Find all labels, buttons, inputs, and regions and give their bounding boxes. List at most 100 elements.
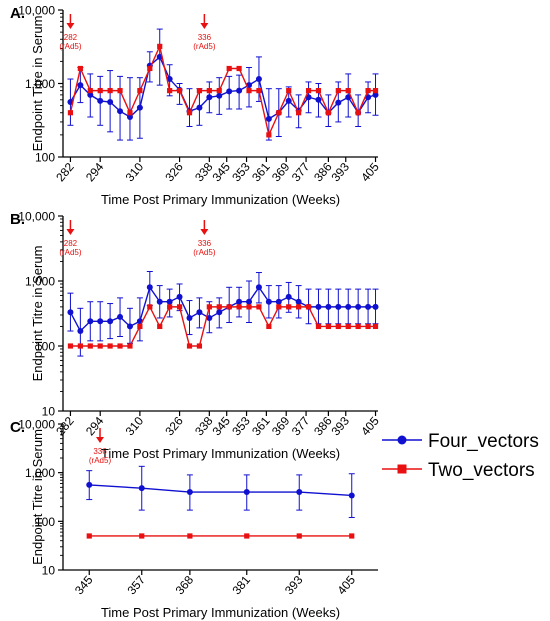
data-point-two bbox=[355, 323, 361, 330]
panel-label: B. bbox=[10, 211, 25, 228]
data-point-two bbox=[77, 65, 83, 72]
x-tick-label: 361 bbox=[249, 414, 273, 439]
annotation-label: 336 bbox=[198, 33, 212, 42]
y-tick-label: 1,000 bbox=[25, 275, 55, 289]
annotation-label: (rAd5) bbox=[193, 248, 216, 257]
data-point-four bbox=[138, 485, 145, 492]
data-point-two bbox=[167, 88, 173, 94]
annotation-label: 336 bbox=[93, 447, 107, 456]
data-point-two bbox=[226, 65, 232, 72]
data-point-two bbox=[107, 88, 113, 94]
data-point-two bbox=[365, 323, 371, 330]
data-point-four bbox=[335, 303, 342, 310]
data-point-four bbox=[77, 82, 84, 89]
data-point-two bbox=[67, 110, 74, 116]
data-point-four bbox=[86, 481, 93, 488]
data-point-two bbox=[137, 88, 143, 94]
x-tick-label: 393 bbox=[282, 573, 306, 598]
y-axis-title: Endpoint Titre in Serum bbox=[30, 16, 45, 152]
data-point-four bbox=[335, 99, 342, 106]
data-point-four bbox=[136, 104, 143, 111]
y-tick-label: 10,000 bbox=[18, 4, 55, 18]
data-point-two bbox=[355, 110, 361, 116]
data-point-two bbox=[176, 88, 183, 94]
data-point-two bbox=[349, 533, 355, 539]
data-point-two bbox=[117, 88, 123, 94]
series-line-two bbox=[69, 44, 376, 138]
annotation-label: (rAd5) bbox=[89, 456, 112, 465]
data-point-four bbox=[372, 91, 379, 98]
y-tick-label: 1,000 bbox=[25, 77, 55, 91]
data-point-two bbox=[97, 343, 103, 349]
legend-two-marker bbox=[397, 464, 407, 474]
data-point-two bbox=[325, 110, 331, 116]
data-point-four bbox=[77, 328, 84, 335]
data-point-two bbox=[372, 323, 379, 330]
panel-c: C. 10 100 1,000 10,000 345 357 368 381 393 405 Time… bbox=[10, 418, 378, 620]
data-point-four bbox=[117, 108, 124, 115]
x-axis-title: Time Post Primary Immunization (Weeks) bbox=[101, 605, 340, 620]
data-point-four bbox=[117, 313, 124, 320]
y-axis-title: Endpoint Titre in Serum bbox=[30, 429, 45, 565]
data-point-four bbox=[236, 298, 243, 305]
x-tick-label: 405 bbox=[334, 573, 358, 598]
data-point-two bbox=[127, 343, 133, 349]
data-point-two bbox=[87, 88, 93, 94]
x-tick-label: 393 bbox=[328, 160, 352, 185]
legend-four-marker bbox=[397, 435, 407, 445]
annotation-arrow-head bbox=[96, 437, 104, 443]
data-point-four bbox=[196, 309, 203, 316]
data-point-two bbox=[67, 343, 74, 349]
annotation-label: (rAd5) bbox=[59, 42, 82, 51]
data-point-two bbox=[139, 533, 145, 539]
data-point-four bbox=[87, 318, 94, 325]
data-point-two bbox=[216, 88, 222, 94]
data-point-four bbox=[345, 303, 352, 310]
x-tick-label: 369 bbox=[269, 160, 293, 185]
x-tick-label: 345 bbox=[72, 573, 96, 598]
data-point-four bbox=[365, 303, 372, 310]
data-point-two bbox=[256, 88, 262, 94]
x-tick-label: 326 bbox=[162, 414, 186, 439]
x-tick-label: 405 bbox=[358, 414, 382, 439]
data-point-four bbox=[206, 314, 213, 321]
x-axis-title: Time Post Primary Immunization (Weeks) bbox=[101, 192, 340, 207]
data-point-four bbox=[285, 97, 292, 104]
y-tick-label: 100 bbox=[35, 340, 55, 354]
x-tick-label: 326 bbox=[162, 160, 186, 185]
data-point-two bbox=[266, 132, 272, 138]
annotation-arrow-head bbox=[66, 23, 75, 29]
data-point-four bbox=[126, 323, 133, 330]
y-tick-label: 10,000 bbox=[18, 210, 55, 224]
data-point-four bbox=[166, 76, 173, 83]
data-point-two bbox=[276, 110, 282, 116]
data-point-two bbox=[296, 110, 302, 116]
data-point-four bbox=[345, 94, 352, 101]
data-point-two bbox=[97, 88, 103, 94]
legend: Four_vectors Two_vectors bbox=[382, 431, 539, 481]
data-point-two bbox=[147, 65, 153, 72]
x-tick-label: 282 bbox=[53, 414, 77, 439]
data-point-four bbox=[186, 489, 193, 496]
data-point-four bbox=[216, 309, 223, 316]
data-point-four bbox=[265, 115, 272, 122]
data-point-four bbox=[372, 303, 379, 310]
annotation-label: (rAd5) bbox=[193, 42, 216, 51]
data-point-two bbox=[256, 304, 262, 310]
data-point-four bbox=[206, 94, 213, 101]
data-point-two bbox=[167, 304, 173, 310]
annotation-label: 282 bbox=[64, 239, 78, 248]
data-point-two bbox=[345, 88, 351, 94]
data-point-two bbox=[206, 304, 212, 310]
data-point-four bbox=[226, 88, 233, 95]
data-point-two bbox=[206, 88, 212, 94]
data-point-four bbox=[97, 318, 104, 325]
panel-label: A. bbox=[10, 5, 25, 22]
data-point-two bbox=[276, 304, 282, 310]
data-point-two bbox=[147, 304, 153, 310]
data-point-four bbox=[365, 94, 372, 101]
data-point-four bbox=[315, 303, 322, 310]
data-point-two bbox=[216, 304, 222, 310]
panel-label: C. bbox=[10, 419, 25, 436]
data-point-four bbox=[285, 293, 292, 300]
